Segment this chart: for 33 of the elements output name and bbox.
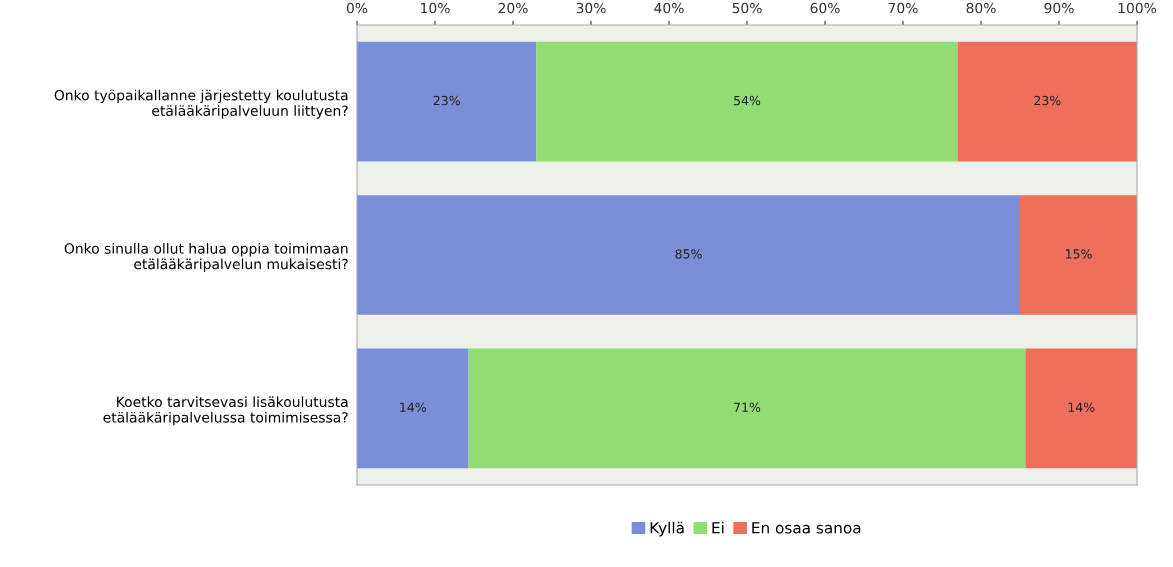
legend-label: En osaa sanoa: [752, 522, 861, 534]
x-tick-label: 70%: [888, 2, 918, 14]
x-tick-label: 80%: [966, 2, 996, 14]
data-label: 15%: [1065, 249, 1092, 259]
bar: [536, 41, 958, 162]
data-label: 54%: [734, 95, 761, 106]
x-tick-label: 20%: [498, 2, 528, 14]
bar: [1025, 348, 1137, 469]
bar: [357, 348, 469, 469]
y-tick-label: Onko työpaikallanne järjestetty koulutusta etälääkäripalveluun liittyen?: [54, 89, 348, 119]
bar: [468, 348, 1026, 469]
y-tick-label: Koetko tarvitsevasi lisäkoulutusta etälääkäripalvelussa toimimisessa?: [103, 396, 348, 426]
data-label: 14%: [400, 402, 426, 412]
x-tick-label: 0%: [346, 2, 368, 14]
bar: [957, 41, 1137, 162]
data-label: 85%: [675, 249, 702, 259]
x-tick-label: 90%: [1044, 2, 1074, 14]
data-label: 14%: [1068, 402, 1095, 412]
legend-label: Kyllä: [650, 521, 684, 537]
data-label: 71%: [734, 402, 761, 412]
x-tick-label: 100%: [1118, 2, 1157, 14]
legend-label: Ei: [712, 521, 724, 534]
data-label: 23%: [433, 95, 460, 106]
bar: [1020, 195, 1137, 315]
y-tick-label: Onko sinulla ollut halua oppia toimimaan etälääkäripalvelun mukaisesti?: [64, 243, 348, 272]
x-tick-label: 30%: [576, 2, 606, 14]
data-label: 23%: [1034, 95, 1061, 106]
x-tick-label: 10%: [421, 2, 450, 14]
x-tick-label: 40%: [654, 2, 684, 14]
x-tick-label: 50%: [732, 2, 762, 14]
bar: [357, 195, 1020, 315]
x-tick-label: 60%: [810, 2, 840, 14]
bar: [357, 41, 537, 162]
